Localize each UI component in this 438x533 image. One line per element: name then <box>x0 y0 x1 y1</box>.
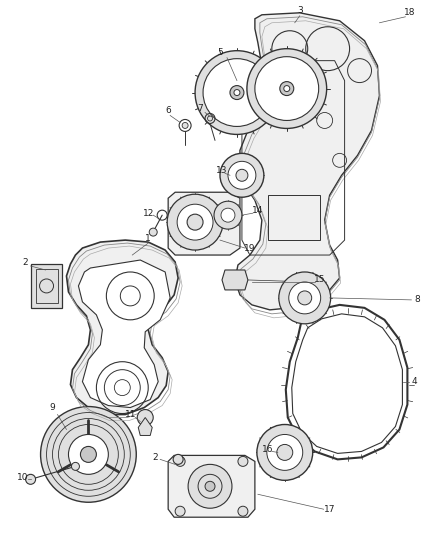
Polygon shape <box>138 417 152 435</box>
Text: 2: 2 <box>23 257 28 266</box>
Circle shape <box>214 201 242 229</box>
Circle shape <box>298 291 312 305</box>
Circle shape <box>234 90 240 95</box>
Polygon shape <box>235 13 379 310</box>
Polygon shape <box>78 260 170 408</box>
Circle shape <box>71 462 79 470</box>
Circle shape <box>228 161 256 189</box>
Circle shape <box>247 49 327 128</box>
Polygon shape <box>168 192 240 255</box>
Circle shape <box>175 456 185 466</box>
Polygon shape <box>67 240 178 415</box>
Text: 2: 2 <box>152 453 158 462</box>
Circle shape <box>238 506 248 516</box>
Circle shape <box>277 445 293 461</box>
Circle shape <box>167 194 223 250</box>
Text: 10: 10 <box>17 473 28 482</box>
Text: 4: 4 <box>412 377 417 386</box>
Circle shape <box>177 204 213 240</box>
Circle shape <box>81 447 96 462</box>
Circle shape <box>208 116 212 121</box>
Text: 15: 15 <box>314 276 325 285</box>
Circle shape <box>175 506 185 516</box>
Circle shape <box>284 86 290 92</box>
Text: 5: 5 <box>217 48 223 57</box>
Circle shape <box>68 434 108 474</box>
Circle shape <box>203 59 271 126</box>
Circle shape <box>137 409 153 425</box>
Circle shape <box>195 51 279 134</box>
Text: 7: 7 <box>197 104 203 113</box>
Circle shape <box>267 434 303 470</box>
Circle shape <box>255 56 319 120</box>
Text: 12: 12 <box>142 209 154 217</box>
Circle shape <box>238 456 248 466</box>
Polygon shape <box>31 264 63 308</box>
Circle shape <box>280 82 294 95</box>
Polygon shape <box>168 455 255 517</box>
Text: 11: 11 <box>124 410 136 419</box>
Text: 13: 13 <box>216 166 228 175</box>
Circle shape <box>236 169 248 181</box>
Circle shape <box>279 272 331 324</box>
Circle shape <box>221 208 235 222</box>
Text: 3: 3 <box>297 6 303 15</box>
Text: 18: 18 <box>404 9 415 17</box>
Text: 9: 9 <box>49 403 55 412</box>
Circle shape <box>149 228 157 236</box>
Text: 14: 14 <box>252 206 264 215</box>
Circle shape <box>182 123 188 128</box>
Circle shape <box>257 424 313 480</box>
Text: 16: 16 <box>262 445 274 454</box>
Text: 17: 17 <box>324 505 336 514</box>
Text: 19: 19 <box>244 244 256 253</box>
Circle shape <box>173 455 183 464</box>
Circle shape <box>25 474 35 484</box>
Circle shape <box>220 154 264 197</box>
Circle shape <box>41 407 136 502</box>
Text: 1: 1 <box>145 233 151 243</box>
Text: 8: 8 <box>414 295 420 304</box>
Circle shape <box>188 464 232 508</box>
Circle shape <box>289 282 321 314</box>
Circle shape <box>205 481 215 491</box>
Text: 6: 6 <box>165 106 171 115</box>
Circle shape <box>230 86 244 100</box>
Polygon shape <box>222 270 248 290</box>
Circle shape <box>187 214 203 230</box>
